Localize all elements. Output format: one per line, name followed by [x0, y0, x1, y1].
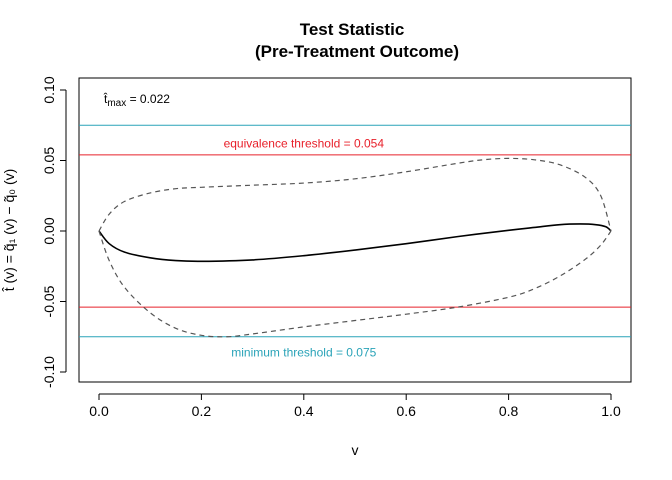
test-statistic-line: [98, 223, 612, 263]
tmax-subscript: max: [107, 98, 126, 109]
y-tick-label: -0.05: [41, 285, 57, 317]
y-tick-label: -0.10: [41, 356, 57, 388]
x-tick-label: 0.4: [294, 403, 314, 419]
threshold-label: equivalence threshold = 0.054: [224, 137, 385, 151]
x-tick-label: 0.2: [192, 403, 212, 419]
tmax-value: = 0.022: [126, 92, 170, 106]
x-axis-label: v: [352, 442, 359, 458]
y-tick-label: 0.05: [41, 147, 57, 174]
y-axis: -0.10 -0.05 0.00 0.05 0.10: [41, 76, 67, 388]
series-group: [98, 157, 612, 338]
confidence-band-line: [98, 230, 612, 338]
plot-frame: [78, 77, 632, 383]
threshold-label: minimum threshold = 0.075: [231, 345, 376, 359]
x-tick-label: 0.6: [396, 403, 416, 419]
x-axis: 0.0 0.2 0.4 0.6 0.8 1.0: [89, 393, 621, 419]
x-tick-label: 0.8: [499, 403, 519, 419]
x-tick-label: 0.0: [89, 403, 109, 419]
confidence-band-line: [98, 157, 612, 232]
y-tick-label: 0.00: [41, 217, 57, 244]
chart-title: Test Statistic: [300, 20, 405, 39]
tmax-annotation: t̂max = 0.022: [104, 91, 171, 109]
chart-subtitle: (Pre-Treatment Outcome): [255, 42, 459, 61]
threshold-lines: equivalence threshold = 0.054 minimum thr…: [79, 124, 631, 359]
x-tick-label: 1.0: [601, 403, 621, 419]
tmax-symbol: t̂: [104, 91, 108, 106]
y-axis-label: t̂ (v) = q̃₁ (v) − q̃₀ (v): [1, 169, 17, 293]
y-tick-label: 0.10: [41, 76, 57, 103]
